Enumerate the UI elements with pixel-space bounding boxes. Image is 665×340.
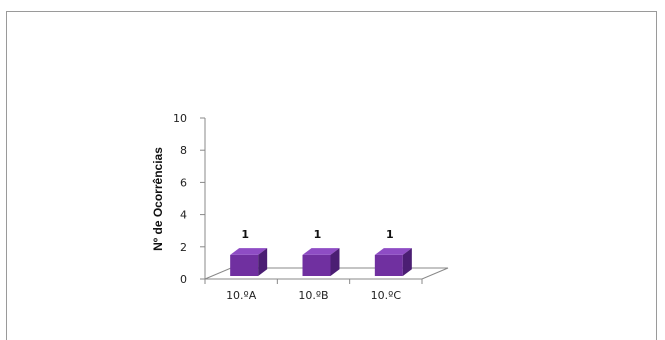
y-tick-label: 10 xyxy=(173,112,187,125)
y-tick-label: 6 xyxy=(180,176,187,189)
chart-bars xyxy=(230,248,412,276)
y-tick-label: 4 xyxy=(180,209,187,222)
data-label: 1 xyxy=(314,228,322,241)
y-axis-label: Nº de Ocorrências xyxy=(151,147,165,251)
chart-frame xyxy=(6,11,657,340)
y-tick-label: 2 xyxy=(180,241,187,254)
bar-top xyxy=(374,248,412,255)
x-tick-label: 10.ºC xyxy=(371,289,402,302)
chart-labels: 1 10.ºA 1 10.ºB 1 10.ºC xyxy=(226,228,401,302)
bar xyxy=(302,254,331,276)
bar-side xyxy=(258,248,268,276)
y-tick-label: 8 xyxy=(180,144,187,157)
data-label: 1 xyxy=(386,228,394,241)
bar-side xyxy=(330,248,340,276)
bar xyxy=(230,254,259,276)
x-tick-label: 10.ºB xyxy=(298,289,328,302)
x-tick-label: 10.ºA xyxy=(226,289,257,302)
data-label: 1 xyxy=(241,228,249,241)
bar xyxy=(374,254,403,276)
y-tick-label: 0 xyxy=(180,273,187,286)
bar-top xyxy=(302,248,340,255)
bar-top xyxy=(230,248,268,255)
bar-side xyxy=(402,248,412,276)
